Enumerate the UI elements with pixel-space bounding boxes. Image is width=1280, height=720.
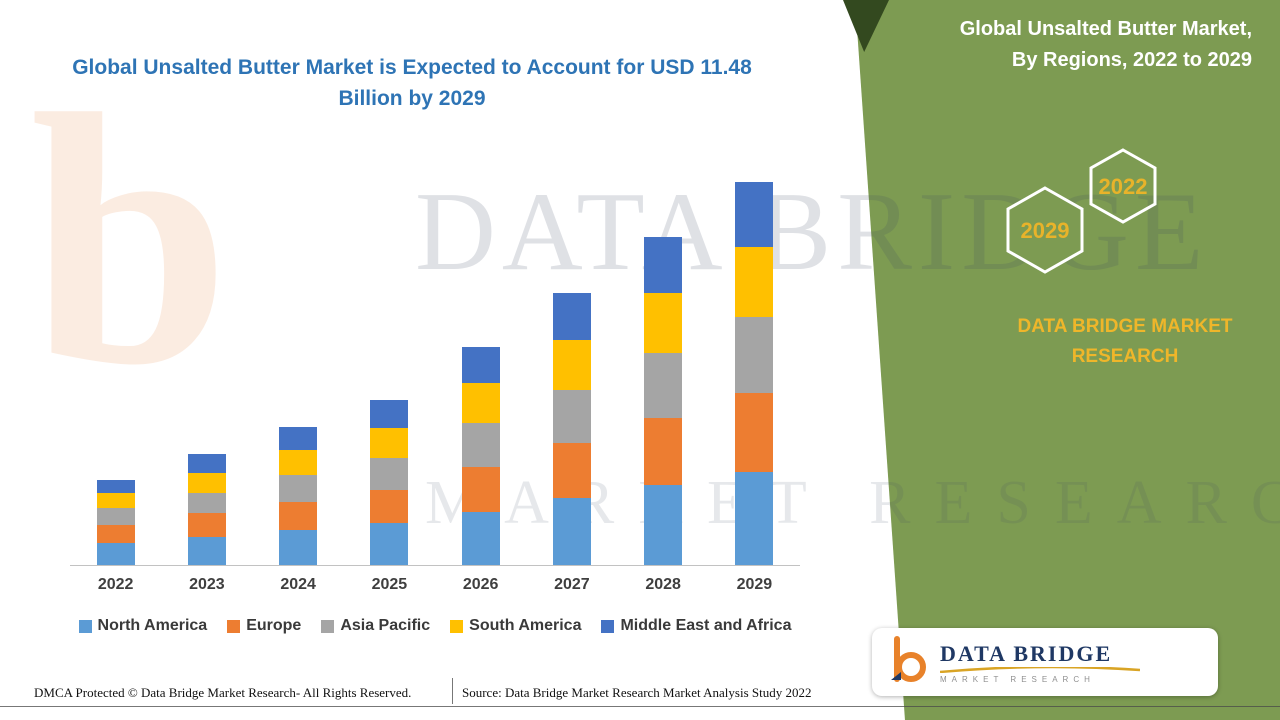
bar-segment — [552, 390, 591, 444]
panel-brand-line2: RESEARCH — [1071, 346, 1179, 367]
legend-label: Asia Pacific — [340, 617, 431, 634]
panel-brand-line1: DATA BRIDGE MARKET — [1017, 316, 1233, 337]
legend-swatch-icon — [601, 619, 615, 633]
bar-segment — [461, 423, 500, 467]
bar-column-2026 — [461, 165, 500, 565]
legend-label: Europe — [246, 617, 302, 634]
legend-item: Europe — [227, 617, 301, 635]
panel-title-line2: By Regions, 2022 to 2029 — [1011, 49, 1252, 71]
bar-segment — [461, 466, 500, 512]
hexagon-2022 — [1089, 148, 1157, 224]
bar-column-2029 — [735, 165, 774, 565]
x-tick-label: 2022 — [97, 576, 134, 593]
bar-segment — [279, 530, 318, 565]
stacked-bar-chart — [70, 165, 800, 565]
bar-segment — [370, 490, 409, 524]
x-axis-labels: 2022 2023 2024 2025 2026 2027 2028 2029 — [70, 576, 800, 594]
bar-segment — [187, 472, 226, 493]
hexagon-year-front: 2029 — [1021, 218, 1070, 243]
panel-brand-text: DATA BRIDGE MARKET RESEARCH — [1000, 312, 1250, 372]
bar-segment — [735, 182, 774, 247]
bar-column-2025 — [370, 165, 409, 565]
chart-legend: North America Europe Asia Pacific South Ame… — [30, 617, 840, 635]
bar-segment — [187, 492, 226, 514]
bar-segment — [461, 383, 500, 424]
bar-segment — [552, 293, 591, 341]
legend-item: South America — [450, 617, 581, 635]
x-tick-label: 2026 — [462, 576, 499, 593]
legend-swatch-icon — [227, 619, 241, 633]
bar-segment — [552, 443, 591, 499]
legend-item: North America — [78, 617, 208, 635]
bar-segment — [552, 340, 591, 391]
bottom-rule — [0, 706, 1280, 707]
footer-divider — [452, 678, 453, 704]
bar-column-2022 — [96, 165, 135, 565]
logo-brand-sub: MARKET RESEARCH — [940, 674, 1095, 684]
bar-column-2027 — [552, 165, 591, 565]
bar-segment — [644, 418, 683, 485]
panel-title: Global Unsalted Butter Market, By Region… — [852, 14, 1252, 76]
dmca-notice: DMCA Protected © Data Bridge Market Rese… — [34, 685, 412, 700]
bar-segment — [644, 353, 683, 419]
x-tick-label: 2023 — [189, 576, 225, 593]
bar-segment — [370, 458, 409, 491]
logo-box: DATA BRIDGE MARKET RESEARCH — [872, 628, 1218, 696]
bar-segment — [279, 475, 318, 502]
bar-segment — [461, 346, 500, 384]
legend-label: North America — [97, 617, 208, 634]
databridge-logo-icon — [886, 634, 930, 691]
bar-segment — [96, 525, 135, 544]
year-hexagons: 2022 2029 — [990, 146, 1180, 301]
bar-segment — [96, 543, 135, 565]
bar-column-2023 — [187, 165, 226, 565]
bar-segment — [644, 293, 683, 354]
x-tick-label: 2024 — [280, 576, 316, 593]
bar-segment — [735, 246, 774, 317]
bar-segment — [552, 498, 591, 565]
logo-brand-name: DATA BRIDGE — [940, 640, 1113, 666]
bar-segment — [279, 426, 318, 451]
legend-swatch-icon — [450, 619, 464, 633]
bar-segment — [187, 536, 226, 565]
bar-segment — [370, 428, 409, 459]
x-axis-line — [70, 565, 800, 566]
legend-swatch-icon — [321, 619, 335, 633]
chart-columns — [70, 165, 800, 565]
bar-segment — [735, 393, 774, 472]
x-tick-label: 2028 — [645, 576, 681, 593]
x-tick-label: 2029 — [736, 576, 773, 593]
bar-segment — [187, 454, 226, 473]
bar-column-2028 — [644, 165, 683, 565]
legend-item: Middle East and Africa — [601, 617, 791, 635]
bar-segment — [735, 316, 774, 394]
bar-segment — [461, 511, 500, 565]
bar-segment — [644, 236, 683, 294]
hexagon-year-back: 2022 — [1099, 174, 1148, 199]
bar-segment — [370, 400, 409, 429]
bar-segment — [96, 493, 135, 509]
legend-label: South America — [469, 617, 582, 634]
hexagon-2029 — [1006, 186, 1084, 274]
legend-swatch-icon — [78, 619, 92, 633]
logo-swoosh — [940, 666, 1140, 673]
bar-segment — [96, 508, 135, 526]
panel-title-line1: Global Unsalted Butter Market, — [959, 18, 1252, 40]
bar-segment — [370, 523, 409, 565]
bar-segment — [644, 485, 683, 565]
x-tick-label: 2025 — [371, 576, 408, 593]
bar-segment — [279, 450, 318, 476]
bar-segment — [96, 480, 135, 494]
bar-segment — [735, 471, 774, 565]
source-note: Source: Data Bridge Market Research Mark… — [462, 685, 812, 700]
bar-column-2024 — [279, 165, 318, 565]
page-title: Global Unsalted Butter Market is Expecte… — [72, 56, 752, 110]
bar-segment — [279, 501, 318, 530]
x-tick-label: 2027 — [554, 576, 590, 593]
bar-segment — [187, 513, 226, 537]
legend-item: Asia Pacific — [321, 617, 430, 635]
legend-label: Middle East and Africa — [620, 617, 792, 634]
